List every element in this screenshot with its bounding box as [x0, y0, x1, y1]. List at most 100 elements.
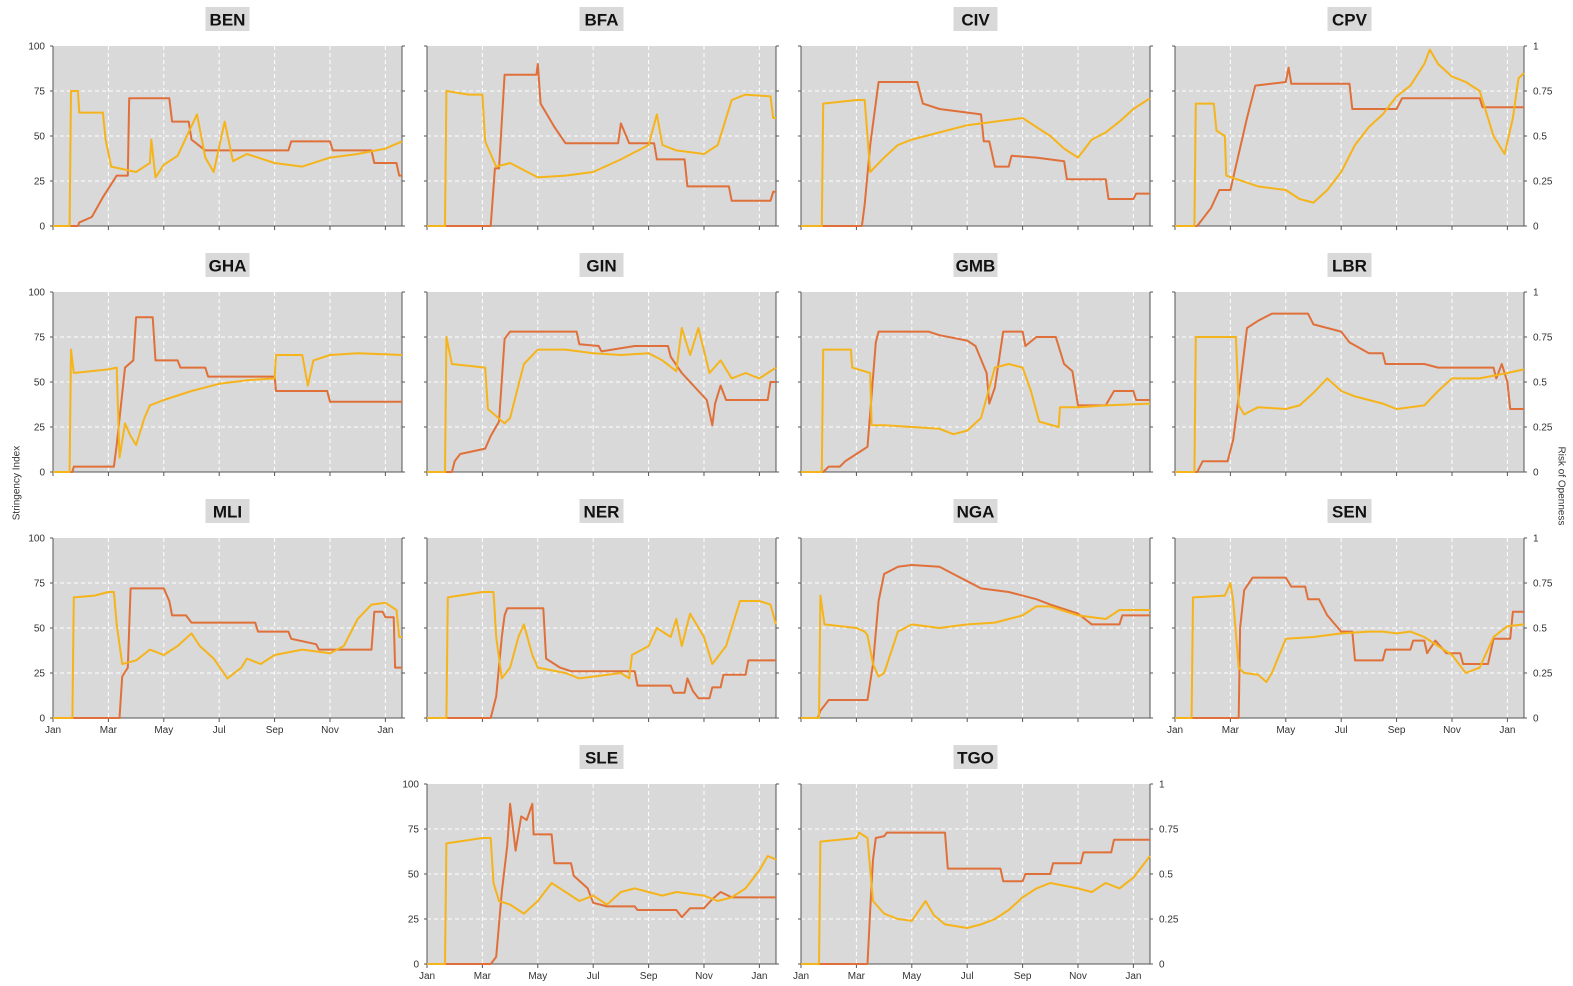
panel-title-bg-ner — [579, 499, 624, 523]
risk-of-openness-line-tgo — [801, 831, 1150, 965]
panel-title-gmb: GMB — [956, 257, 996, 276]
stringency-line-ben — [53, 90, 403, 227]
stringency-line-mli — [53, 591, 402, 719]
risk-of-openness-line-mli — [53, 587, 402, 719]
x-tick-label: Jul — [587, 971, 600, 982]
risk-of-openness-line-gin — [427, 330, 776, 473]
panel-title-ner: NER — [584, 503, 620, 522]
y-tick-label: 25 — [34, 669, 46, 680]
y2-tick-label: 0 — [1533, 468, 1539, 479]
stringency-line-gin — [427, 327, 777, 473]
x-tick-label: Jul — [213, 725, 226, 736]
panel-title-mli: MLI — [213, 503, 242, 522]
panel-title-cpv: CPV — [1332, 11, 1368, 30]
y2-tick-label: 1 — [1533, 42, 1539, 53]
x-tick-label: Mar — [100, 725, 118, 736]
x-tick-label: Mar — [848, 971, 866, 982]
panel-title-ben: BEN — [210, 11, 246, 30]
y-tick-label: 0 — [413, 960, 419, 971]
stringency-line-tgo — [801, 831, 1151, 965]
y-axis-title-right: Risk of Openness — [1555, 446, 1567, 526]
y2-tick-label: 0.25 — [1533, 423, 1553, 434]
stringency-line-ner — [427, 591, 777, 719]
stringency-line-civ — [801, 97, 1151, 227]
y-tick-label: 100 — [28, 42, 45, 53]
x-tick-label: Mar — [1222, 725, 1240, 736]
x-tick-label: Jul — [961, 971, 974, 982]
panel-title-bg-gha — [205, 253, 250, 277]
y-tick-label: 0 — [39, 222, 45, 233]
x-tick-label: May — [528, 971, 547, 982]
risk-of-openness-line-sen — [1175, 576, 1524, 719]
y-tick-label: 50 — [34, 624, 46, 635]
y-tick-label: 50 — [408, 870, 420, 881]
risk-of-openness-line-gmb — [801, 330, 1150, 473]
y-tick-label: 100 — [28, 534, 45, 545]
y2-tick-label: 0.5 — [1533, 132, 1547, 143]
y-tick-label: 100 — [402, 780, 419, 791]
panel-title-nga: NGA — [957, 503, 995, 522]
panel-title-bg-gmb — [953, 253, 998, 277]
y-tick-label: 100 — [28, 288, 45, 299]
x-tick-label: Jan — [1499, 725, 1515, 736]
stringency-line-gmb — [801, 348, 1151, 473]
panel-title-bg-gin — [579, 253, 624, 277]
y2-tick-label: 0.5 — [1533, 624, 1547, 635]
x-tick-label: Mar — [474, 971, 492, 982]
panel-title-bg-tgo — [953, 745, 998, 769]
x-tick-label: Jan — [45, 725, 61, 736]
y-tick-label: 75 — [34, 579, 46, 590]
stringency-line-sle — [427, 837, 777, 965]
y2-tick-label: 0 — [1159, 960, 1165, 971]
y2-tick-label: 0 — [1533, 222, 1539, 233]
panel-title-bg-civ — [953, 7, 998, 31]
y-tick-label: 0 — [39, 714, 45, 725]
x-tick-label: May — [1276, 725, 1295, 736]
y2-tick-label: 0.25 — [1533, 669, 1553, 680]
x-tick-label: Jan — [793, 971, 809, 982]
panel-title-gin: GIN — [586, 257, 616, 276]
y2-tick-label: 0.75 — [1533, 333, 1553, 344]
y2-tick-label: 1 — [1159, 780, 1165, 791]
x-tick-label: Sep — [1388, 725, 1406, 736]
y-axis-title-left: Stringency Index — [11, 445, 23, 521]
panel-title-gha: GHA — [209, 257, 247, 276]
risk-of-openness-line-nga — [801, 564, 1150, 719]
x-tick-label: Jan — [419, 971, 435, 982]
y2-tick-label: 0.25 — [1533, 177, 1553, 188]
y2-tick-label: 1 — [1533, 288, 1539, 299]
x-tick-label: May — [154, 725, 173, 736]
y2-tick-label: 0.75 — [1159, 825, 1179, 836]
y2-tick-label: 0.75 — [1533, 579, 1553, 590]
risk-of-openness-line-sle — [427, 802, 776, 965]
x-tick-label: Sep — [640, 971, 658, 982]
panel-title-tgo: TGO — [957, 749, 994, 768]
y2-tick-label: 0.25 — [1159, 915, 1179, 926]
x-tick-label: Nov — [321, 725, 339, 736]
panel-title-bg-sle — [579, 745, 624, 769]
panel-title-sen: SEN — [1332, 503, 1367, 522]
y-tick-label: 75 — [34, 333, 46, 344]
x-tick-label: May — [902, 971, 921, 982]
panel-title-bg-lbr — [1327, 253, 1372, 277]
y2-tick-label: 0.5 — [1159, 870, 1173, 881]
y-tick-label: 25 — [408, 915, 420, 926]
x-tick-label: Jan — [751, 971, 767, 982]
stringency-line-lbr — [1175, 336, 1525, 473]
panel-title-civ: CIV — [961, 11, 990, 30]
y-tick-label: 0 — [39, 468, 45, 479]
x-tick-label: Nov — [1443, 725, 1461, 736]
x-tick-label: Nov — [695, 971, 713, 982]
stringency-line-nga — [801, 594, 1150, 719]
y-tick-label: 75 — [34, 87, 46, 98]
panel-title-bg-cpv — [1327, 7, 1372, 31]
stringency-line-bfa — [427, 90, 776, 227]
x-tick-label: Nov — [1069, 971, 1087, 982]
panel-title-bg-sen — [1327, 499, 1372, 523]
y2-tick-label: 0 — [1533, 714, 1539, 725]
x-tick-label: Sep — [266, 725, 284, 736]
risk-of-openness-line-ner — [427, 607, 776, 719]
y-tick-label: 75 — [408, 825, 420, 836]
risk-of-openness-line-civ — [801, 81, 1150, 227]
